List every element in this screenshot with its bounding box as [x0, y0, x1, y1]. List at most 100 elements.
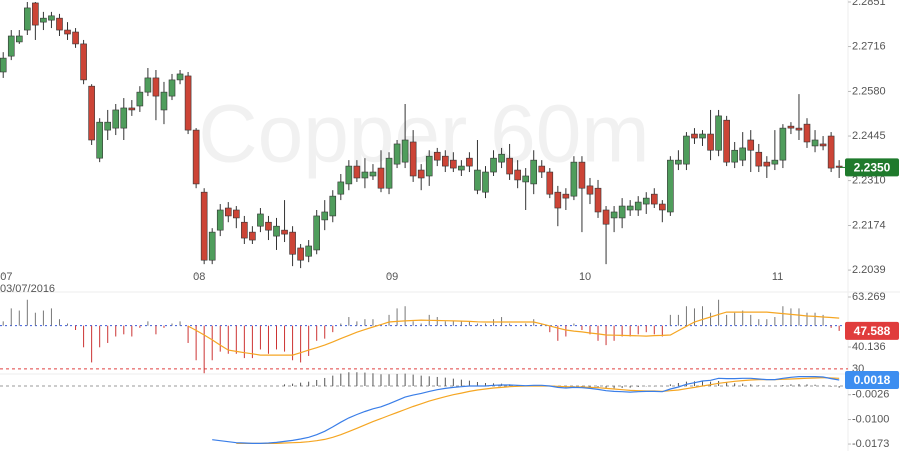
y-tick-label: -0.0173	[852, 438, 889, 450]
candle-body	[0, 57, 7, 73]
candle-body	[345, 165, 353, 185]
candle-body	[586, 185, 594, 195]
candle-body	[409, 141, 417, 177]
candle-body	[184, 75, 192, 131]
candle-body	[498, 153, 505, 163]
candle-body	[650, 193, 658, 205]
y-tick-label: 40.136	[852, 341, 886, 353]
candle-body	[699, 133, 706, 139]
candle-body	[795, 127, 803, 131]
rsi-value-label: 47.588	[854, 324, 891, 338]
candle-body	[570, 161, 578, 197]
candle-body	[88, 85, 95, 141]
candle-body	[450, 159, 457, 169]
candle-body	[731, 149, 738, 163]
candle-body	[433, 151, 441, 161]
candle-body	[200, 191, 208, 261]
candle-body	[72, 31, 79, 45]
candle-body	[626, 205, 634, 211]
candle-body	[393, 143, 401, 165]
candle-body	[417, 169, 425, 179]
candle-body	[578, 161, 586, 189]
candle-body	[385, 157, 393, 189]
candle-body	[24, 7, 31, 31]
candle-body	[466, 157, 473, 167]
macd-value-label-bg	[845, 370, 899, 389]
candle-body	[216, 209, 224, 231]
candle-body	[15, 35, 23, 43]
candle-body	[514, 169, 521, 181]
candle-body	[763, 161, 771, 167]
candle-body	[329, 195, 337, 217]
macd-line	[212, 376, 840, 444]
candle-body	[755, 151, 763, 167]
candle-body	[634, 201, 642, 211]
candle-body	[482, 171, 489, 193]
candle-body	[64, 29, 71, 35]
candle-body	[144, 77, 152, 93]
candle-body	[168, 79, 176, 97]
candle-body	[675, 159, 682, 165]
candle-body	[401, 139, 409, 163]
x-tick-label: 07	[0, 271, 12, 283]
y-tick-label: 2.2445	[852, 130, 886, 142]
candle-body	[313, 215, 320, 251]
candle-body	[152, 77, 160, 97]
candle-body	[715, 115, 722, 151]
y-tick-label: 2.2716	[852, 40, 886, 52]
candle-body	[554, 191, 562, 209]
candle-body	[32, 2, 39, 26]
candle-body	[257, 213, 264, 227]
candle-body	[233, 209, 240, 219]
candle-body	[321, 211, 329, 221]
y-tick-label: 2.2174	[852, 219, 886, 231]
macd-value-label: 0.0018	[854, 373, 891, 387]
candle-body	[546, 171, 554, 195]
candle-body	[779, 127, 787, 161]
candle-body	[425, 155, 433, 177]
rsi-value-label-bg	[845, 321, 899, 340]
signal-line	[236, 376, 840, 444]
candle-body	[490, 157, 497, 173]
candle-body	[136, 91, 144, 107]
candle-body	[771, 159, 779, 165]
candle-body	[56, 17, 63, 31]
y-tick-label: 2.2039	[852, 264, 886, 276]
y-tick-label: 2.2310	[852, 175, 886, 187]
rsi-ma-line	[187, 311, 840, 356]
candle-body	[811, 139, 819, 147]
candle-body	[337, 181, 345, 195]
candle-body	[281, 229, 288, 235]
candle-body	[353, 165, 361, 179]
candle-body	[289, 231, 296, 255]
candle-body	[667, 159, 674, 213]
candle-body	[442, 155, 449, 167]
candle-body	[803, 123, 811, 143]
candle-body	[128, 107, 136, 111]
x-tick-label: 10	[579, 271, 591, 283]
candle-body	[522, 175, 529, 183]
candle-body	[176, 73, 184, 81]
candle-body	[273, 225, 280, 237]
candle-body	[208, 231, 216, 261]
candle-body	[224, 207, 232, 217]
candle-body	[458, 165, 465, 171]
x-tick-label: 09	[386, 271, 398, 283]
candle-body	[787, 125, 795, 129]
candle-body	[40, 17, 47, 23]
candle-body	[691, 133, 698, 139]
candle-body	[120, 107, 128, 129]
y-tick-label: 63.269	[852, 291, 886, 303]
candle-body	[659, 203, 666, 211]
candle-body	[104, 121, 112, 131]
candle-body	[474, 169, 481, 191]
candle-body	[827, 135, 835, 169]
last-price-label: 2.2350	[854, 161, 891, 175]
y-tick-label: 2.2851	[852, 0, 886, 8]
candle-body	[241, 221, 248, 239]
y-tick-label: -0.0026	[852, 389, 889, 401]
candle-body	[538, 165, 546, 173]
candle-body	[739, 147, 747, 161]
candle-body	[723, 119, 730, 163]
